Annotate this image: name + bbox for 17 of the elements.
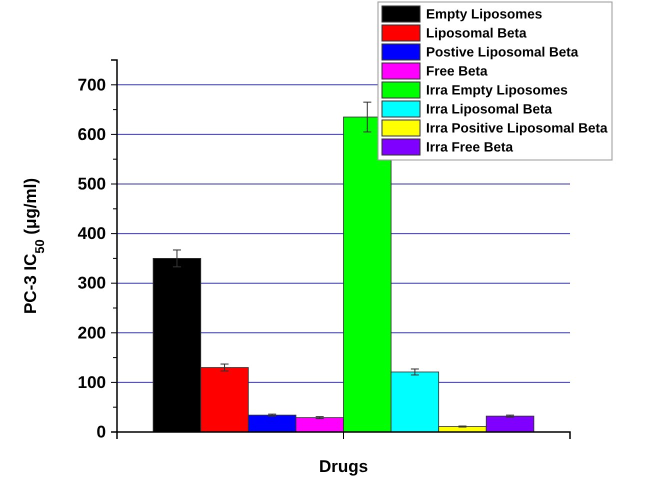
- legend-label: Irra Free Beta: [426, 140, 514, 154]
- y-tick-label: 300: [78, 274, 106, 293]
- legend-label: Empty Liposomes: [426, 6, 542, 22]
- y-tick-label: 600: [78, 124, 106, 144]
- legend-label: Liposomal Beta: [426, 26, 528, 40]
- y-tick-label: 200: [78, 323, 106, 342]
- y-tick-label: 500: [78, 174, 106, 194]
- y-tick-label: 700: [78, 75, 106, 94]
- x-axis-title: Drugs: [318, 457, 368, 476]
- legend-label: Irra Liposomal Beta: [426, 102, 553, 116]
- y-tick-label: 400: [78, 224, 106, 244]
- legend-label: Irra Positive Liposomal Beta: [426, 120, 608, 136]
- y-tick-label: 100: [78, 372, 106, 392]
- y-tick-label: 0: [96, 422, 106, 442]
- legend-label: Postive Liposomal Beta: [426, 44, 579, 60]
- legend-label: Free Beta: [426, 64, 488, 78]
- legend-label: Irra Empty Liposomes: [426, 82, 568, 98]
